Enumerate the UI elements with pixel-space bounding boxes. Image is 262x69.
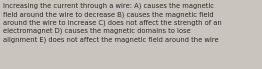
Text: Increasing the current through a wire: A) causes the magnetic
field around the w: Increasing the current through a wire: A… [3, 3, 222, 43]
